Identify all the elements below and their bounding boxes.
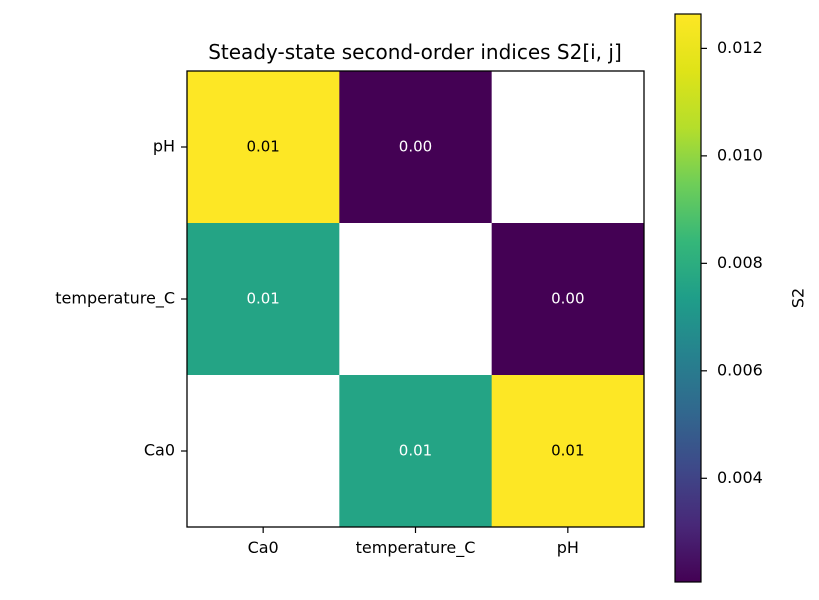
colorbar-tick-label: 0.008	[717, 253, 763, 272]
colorbar-tick-label: 0.004	[717, 468, 763, 487]
heatmap-cell	[491, 223, 645, 376]
cell-value-label: 0.00	[399, 138, 432, 156]
heatmap-cell-labels: 0.01 0.00 0.01 0.00 0.01 0.01	[246, 138, 584, 460]
cell-value-label: 0.01	[551, 442, 584, 460]
cell-value-label: 0.01	[246, 138, 279, 156]
colorbar-label: S2	[789, 288, 808, 308]
x-tick-label: pH	[557, 538, 579, 557]
colorbar-tick-label: 0.010	[717, 145, 763, 164]
cell-value-label: 0.01	[399, 442, 432, 460]
y-tick-label: pH	[153, 137, 175, 156]
x-tick-label: temperature_C	[356, 538, 476, 558]
chart-title: Steady-state second-order indices S2[i, …	[208, 40, 622, 64]
x-tick-label: Ca0	[248, 538, 279, 557]
cell-value-label: 0.01	[246, 290, 279, 308]
y-tick-label: Ca0	[144, 441, 175, 460]
heatmap-cell	[491, 375, 645, 528]
colorbar-gradient	[674, 13, 702, 583]
heatmap-cell	[339, 375, 493, 528]
heatmap-cell	[187, 71, 340, 224]
heatmap-cell	[187, 223, 340, 376]
x-axis: Ca0 temperature_C pH	[248, 527, 579, 558]
colorbar-tick-label: 0.006	[717, 360, 763, 379]
heatmap-cell	[187, 375, 340, 528]
colorbar-tick-label: 0.012	[717, 38, 763, 57]
y-axis: pH temperature_C Ca0	[55, 137, 187, 460]
colorbar-axis: 0.004 0.006 0.008 0.010 0.012	[701, 38, 763, 487]
heatmap-cells	[187, 71, 645, 528]
heatmap-cell	[491, 71, 645, 224]
heatmap-cell	[339, 71, 493, 224]
cell-value-label: 0.00	[551, 290, 584, 308]
y-tick-label: temperature_C	[55, 289, 175, 309]
heatmap-cell	[339, 223, 493, 376]
